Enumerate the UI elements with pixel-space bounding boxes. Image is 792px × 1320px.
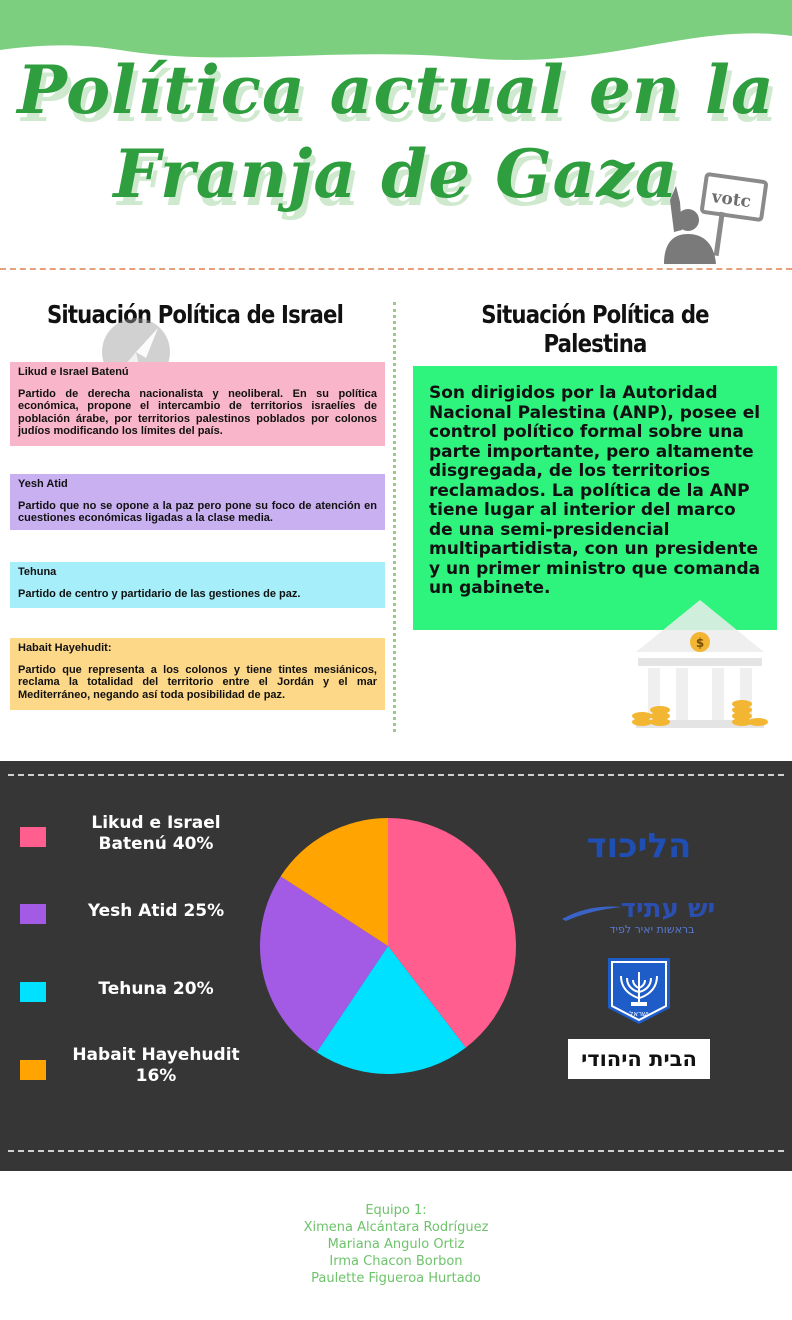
party-description: Partido de derecha nacionalista y neolib…	[18, 387, 377, 438]
legend-swatch	[20, 904, 46, 924]
legend-label: Yesh Atid 25%	[56, 901, 256, 922]
pie-slice-4	[280, 818, 388, 946]
legend-item-tehuna: Tehuna 20%	[20, 979, 250, 1027]
likud-logo: הליכוד	[587, 826, 692, 866]
section-dashed-line	[8, 1150, 784, 1152]
party-card-habait: Habait Hayehudit: Partido que representa…	[10, 638, 385, 710]
party-name: Tehuna	[18, 566, 57, 578]
legend-swatch	[20, 827, 46, 847]
legend-swatch	[20, 1060, 46, 1080]
party-card-yesh-atid: Yesh Atid Partido que no se opone a la p…	[10, 474, 385, 530]
credits-member: Irma Chacon Borbon	[329, 1254, 463, 1269]
legend-label-line: Tehuna 20%	[98, 979, 214, 999]
credits-team: Equipo 1:	[365, 1203, 427, 1218]
credits-member: Paulette Figueroa Hurtado	[311, 1271, 481, 1286]
legend-item-habait: Habait Hayehudit 16%	[20, 1045, 250, 1093]
israel-heading: Situación Política de Israel	[46, 300, 344, 329]
legend-label-line: Likud e Israel	[91, 813, 221, 833]
vote-sign-icon: votc	[664, 172, 768, 264]
party-description: Partido que no se opone a la paz pero po…	[18, 499, 377, 525]
legend-label: Tehuna 20%	[56, 979, 256, 1000]
section-dashed-line	[8, 774, 784, 776]
party-name: Yesh Atid	[18, 478, 68, 490]
israel-emblem-icon: ישראל	[608, 958, 670, 1024]
legend-label-line: 16%	[135, 1066, 177, 1086]
pie-chart	[260, 818, 516, 1074]
title-line-1: Política actual en la	[17, 51, 775, 129]
palestine-description: Son dirigidos por la Autoridad Nacional …	[413, 366, 777, 630]
legend-label: Likud e Israel Batenú 40%	[56, 813, 256, 855]
legend-item-yesh-atid: Yesh Atid 25%	[20, 901, 250, 949]
legend-item-likud: Likud e Israel Batenú 40%	[20, 813, 250, 861]
party-card-likud: Likud e Israel Batenú Partido de derecha…	[10, 362, 385, 446]
yesh-atid-logo-text: יש עתיד	[621, 894, 715, 924]
party-card-tehuna: Tehuna Partido de centro y partidario de…	[10, 562, 385, 608]
coin-symbol: $	[696, 636, 704, 650]
legend-label-line: Batenú 40%	[98, 834, 214, 854]
column-divider	[393, 302, 396, 732]
credits-member: Mariana Angulo Ortiz	[327, 1237, 465, 1252]
pie-slice-1	[388, 818, 516, 1048]
bank-icon: $	[632, 600, 768, 728]
chart-section: Likud e Israel Batenú 40% Yesh Atid 25% …	[0, 761, 792, 1171]
party-description: Partido de centro y partidario de las ge…	[18, 587, 301, 600]
habayit-logo: הבית היהודי	[568, 1039, 710, 1079]
pie-slice-3	[260, 876, 388, 1053]
yesh-atid-logo-subtext: בראשות יאיר לפיד	[609, 923, 694, 936]
page-title: Política actual en la Franja de Gaza	[0, 48, 792, 216]
pie-slice-2	[316, 946, 466, 1074]
legend-label-line: Yesh Atid 25%	[87, 901, 225, 921]
credits-member: Ximena Alcántara Rodríguez	[303, 1220, 489, 1235]
party-description: Partido que representa a los colonos y t…	[18, 663, 377, 701]
emblem-text: ישראל	[629, 1010, 649, 1018]
legend-label: Habait Hayehudit 16%	[56, 1045, 256, 1087]
credits: Equipo 1: Ximena Alcántara Rodríguez Mar…	[0, 1202, 792, 1287]
palestine-heading: Situación Política de Palestina	[481, 300, 709, 358]
title-line-2: Franja de Gaza	[113, 135, 679, 213]
top-divider	[0, 268, 792, 270]
legend-label-line: Habait Hayehudit	[72, 1045, 240, 1065]
top-wave-decoration	[0, 0, 792, 60]
likud-logo-text: הליכוד	[587, 826, 692, 866]
legend-swatch	[20, 982, 46, 1002]
party-name: Habait Hayehudit:	[18, 642, 112, 654]
yesh-atid-logo: יש עתיד בראשות יאיר לפיד	[562, 894, 715, 936]
party-name: Likud e Israel Batenú	[18, 366, 129, 378]
